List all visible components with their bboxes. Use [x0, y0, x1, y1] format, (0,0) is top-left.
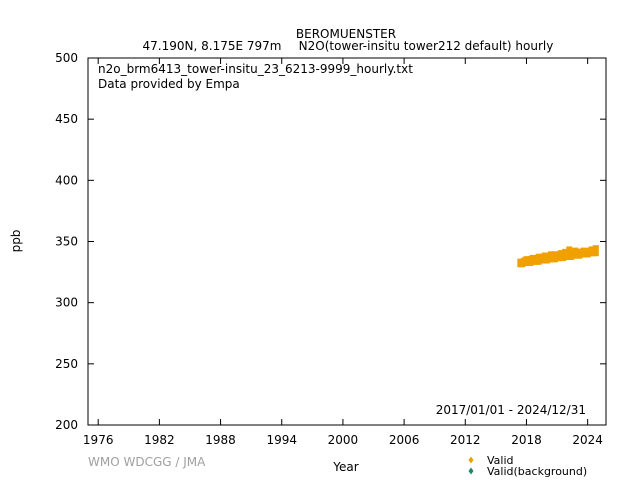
chart-subtitle-location: 47.190N, 8.175E 797m — [143, 39, 282, 53]
file-label: n2o_brm6413_tower-insitu_23_6213-9999_ho… — [98, 62, 413, 76]
legend-label-valid: Valid — [487, 454, 514, 467]
data-points — [517, 245, 599, 268]
y-tick-label: 350 — [55, 235, 78, 249]
y-tick-label: 500 — [55, 51, 78, 65]
date-range-label: 2017/01/01 - 2024/12/31 — [436, 403, 586, 417]
provider-label: Data provided by Empa — [98, 77, 240, 91]
y-axis-ticks: 200 250 300 350 400 450 500 — [55, 51, 606, 432]
legend-label-valid-background: Valid(background) — [487, 465, 587, 478]
x-tick-label: 1976 — [83, 433, 114, 447]
y-tick-label: 200 — [55, 418, 78, 432]
chart-title: BEROMUENSTER — [296, 27, 396, 41]
x-axis-ticks: 1976 1982 1988 1994 2000 2006 2012 2018 2024 — [83, 58, 603, 447]
x-tick-label: 2000 — [328, 433, 359, 447]
y-tick-label: 250 — [55, 357, 78, 371]
x-tick-label: 1994 — [266, 433, 297, 447]
x-tick-label: 2024 — [572, 433, 603, 447]
legend-marker-valid — [468, 456, 474, 464]
y-tick-label: 450 — [55, 112, 78, 126]
plot-frame — [87, 57, 607, 426]
x-tick-label: 1982 — [144, 433, 175, 447]
y-tick-label: 300 — [55, 296, 78, 310]
x-axis-label: Year — [332, 460, 358, 474]
y-axis-label: ppb — [9, 230, 23, 253]
chart-subtitle-species: N2O(tower-insitu tower212 default) hourl… — [299, 39, 554, 53]
x-tick-label: 2006 — [389, 433, 420, 447]
legend: Valid Valid(background) — [468, 454, 587, 478]
x-tick-label: 1988 — [205, 433, 236, 447]
credit-text: WMO WDCGG / JMA — [88, 455, 206, 469]
x-tick-label: 2012 — [450, 433, 481, 447]
y-tick-label: 400 — [55, 173, 78, 187]
data-point-marker — [592, 249, 599, 256]
x-tick-label: 2018 — [511, 433, 542, 447]
legend-marker-valid-background — [468, 467, 474, 475]
